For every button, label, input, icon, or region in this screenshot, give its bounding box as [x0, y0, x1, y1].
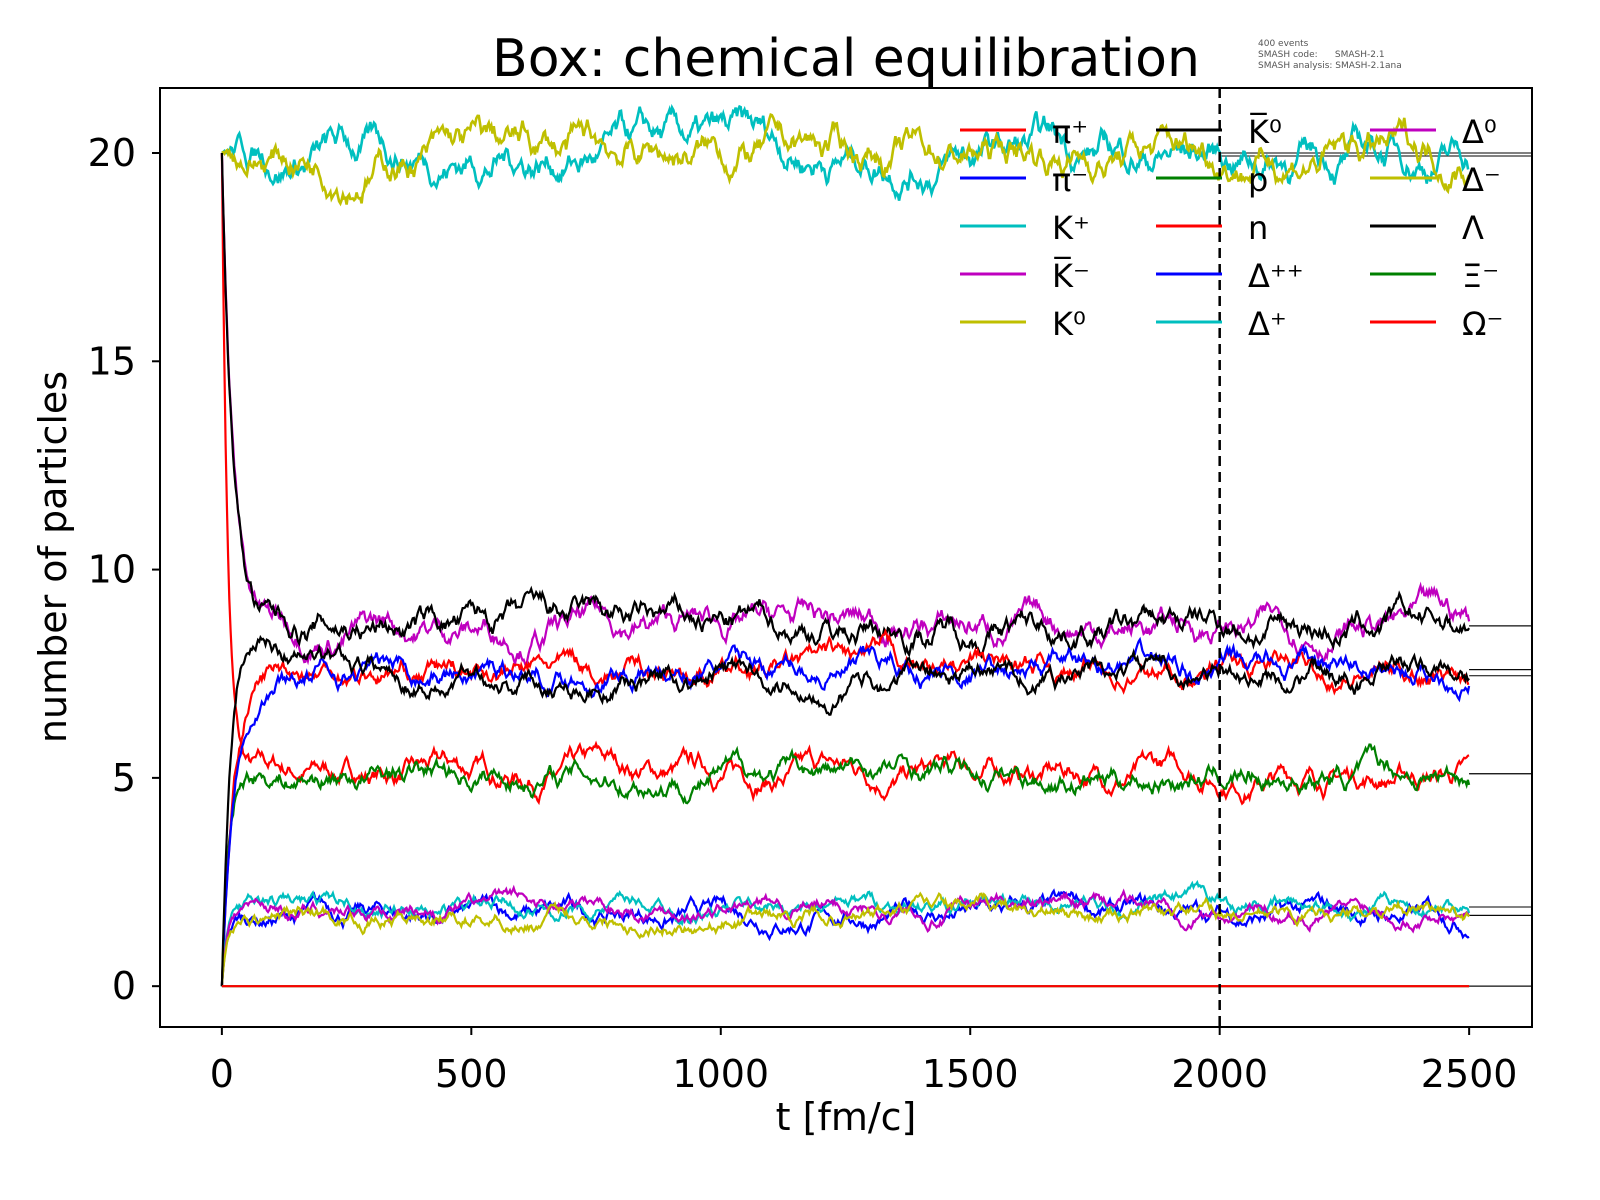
annotation-line: SMASH code: SMASH-2.1 — [1258, 50, 1385, 60]
x-tick-label: 1500 — [922, 1052, 1019, 1096]
axes: 0 500 1000 1500 2000 2500 0 5 10 15 20 — [88, 87, 1533, 1096]
series-line — [220, 152, 1470, 806]
legend-label: Ξ⁻ — [1462, 257, 1499, 295]
legend-label: p — [1248, 161, 1268, 199]
legend-label: K̅⁰ — [1248, 112, 1282, 151]
legend-label: n — [1248, 209, 1268, 247]
legend-label: π⁺ — [1052, 113, 1088, 151]
series-line — [220, 152, 1471, 660]
x-tick-label: 2500 — [1421, 1052, 1518, 1096]
x-tick-label: 500 — [435, 1052, 508, 1096]
legend-label: Δ⁰ — [1462, 113, 1497, 151]
legend-label: K⁺ — [1052, 209, 1090, 247]
series-line — [220, 636, 1471, 987]
x-tick-label: 0 — [210, 1052, 234, 1096]
series-line — [220, 634, 1470, 987]
series-line — [220, 879, 1471, 987]
legend-label: Λ — [1462, 209, 1484, 247]
annotation-line: 400 events — [1258, 39, 1309, 49]
series-line — [220, 152, 1471, 668]
series-group — [220, 103, 1532, 988]
legend-label: Δ⁺ — [1248, 305, 1287, 343]
series-line — [220, 884, 1470, 987]
y-tick-label: 15 — [88, 339, 136, 383]
y-tick-label: 10 — [88, 548, 136, 592]
legend-label: K̅⁻ — [1052, 256, 1090, 295]
series-line — [220, 891, 1470, 987]
y-tick-label: 20 — [88, 131, 136, 175]
chart-title: Box: chemical equilibration — [492, 29, 1200, 89]
y-axis-label: number of particles — [31, 371, 75, 743]
legend-label: K⁰ — [1052, 305, 1086, 343]
legend: π⁺ π⁻ K⁺ K̅⁻ K⁰ K̅⁰ pn Δ⁺⁺ Δ⁺ Δ⁰ Δ⁻ Λ Ξ⁻ Ω⁻ — [960, 112, 1503, 343]
series-line — [220, 743, 1471, 987]
series-line — [221, 112, 1471, 207]
x-tick-label: 2000 — [1171, 1052, 1268, 1096]
legend-label: Ω⁻ — [1462, 305, 1503, 343]
series-line — [221, 103, 1470, 201]
y-tick-label: 0 — [112, 964, 136, 1008]
axes-frame — [159, 87, 1533, 1028]
y-tick-label: 5 — [112, 756, 136, 800]
plot-area — [220, 88, 1532, 1027]
legend-label: Δ⁺⁺ — [1248, 257, 1304, 295]
legend-label: Δ⁻ — [1462, 161, 1501, 199]
annotation: 400 events SMASH code: SMASH-2.1 SMASH a… — [1258, 39, 1402, 71]
series-line — [220, 888, 1470, 987]
legend-label: π⁻ — [1052, 161, 1088, 199]
x-tick-label: 1000 — [672, 1052, 769, 1096]
x-axis-label: t [fm/c] — [776, 1095, 917, 1139]
annotation-line: SMASH analysis: SMASH-2.1ana — [1258, 61, 1402, 71]
